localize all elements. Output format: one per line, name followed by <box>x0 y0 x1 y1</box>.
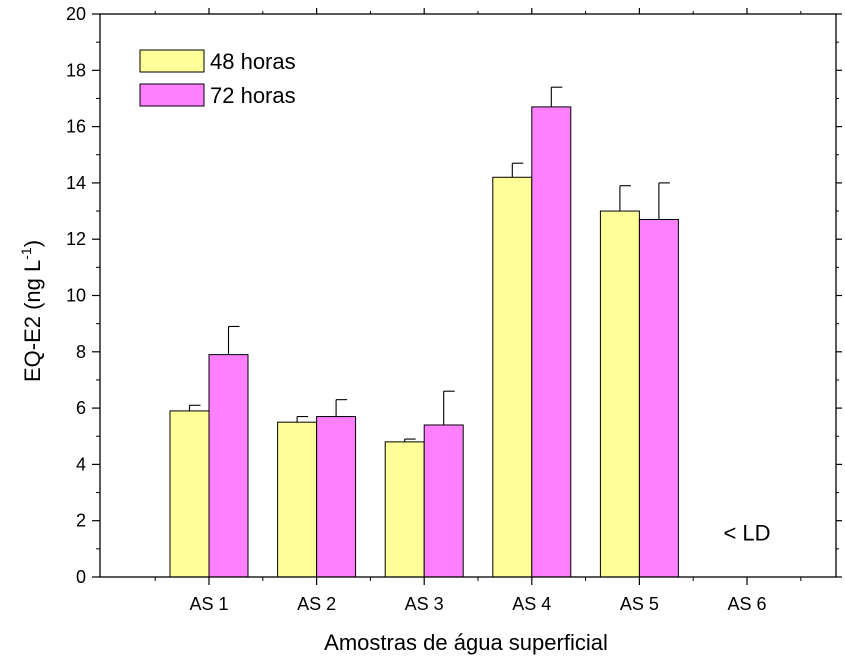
y-axis-title-suffix: ) <box>20 240 45 247</box>
y-tick-label: 4 <box>76 454 86 474</box>
y-tick-label: 14 <box>66 173 86 193</box>
y-tick-label: 0 <box>76 567 86 587</box>
x-tick-label: AS 3 <box>405 594 444 614</box>
legend: 48 horas 72 horas <box>139 49 296 108</box>
y-tick-label: 16 <box>66 117 86 137</box>
x-tick-label: AS 6 <box>727 594 766 614</box>
y-axis-title: EQ-E2 (ng L-1) <box>18 240 45 382</box>
y-tick-label: 20 <box>66 4 86 24</box>
y-tick-label: 8 <box>76 342 86 362</box>
x-tick-label: AS 5 <box>620 594 659 614</box>
legend-label-48h: 48 horas <box>210 49 296 74</box>
y-tick-label: 18 <box>66 60 86 80</box>
x-tick-label: AS 1 <box>189 594 228 614</box>
bar-72-horas-AS-3 <box>423 424 464 578</box>
error-bars-layer <box>188 86 670 442</box>
legend-swatch-72h <box>139 83 205 107</box>
y-tick-label: 12 <box>66 229 86 249</box>
bar-72-horas-AS-2 <box>316 416 357 578</box>
below-detection-limit-annotation: < LD <box>723 520 770 545</box>
legend-swatch-48h <box>139 49 205 73</box>
y-axis-title-text: EQ-E2 (ng L-1) <box>18 240 45 382</box>
x-axis-title-text: Amostras de água superficial <box>324 630 608 655</box>
legend-item-72h: 72 horas <box>139 83 296 108</box>
bar-48-horas-AS-4 <box>492 176 533 578</box>
bars-layer <box>169 106 679 578</box>
x-tick-label: AS 4 <box>512 594 551 614</box>
bar-48-horas-AS-3 <box>384 441 425 578</box>
bar-72-horas-AS-5 <box>638 218 679 578</box>
y-axis-title-superscript: -1 <box>18 247 34 260</box>
bar-48-horas-AS-5 <box>599 210 640 578</box>
y-tick-label: 2 <box>76 511 86 531</box>
bar-48-horas-AS-1 <box>169 410 210 578</box>
ticks-layer: 0 2 4 6 8 10 12 14 16 18 20 AS 1 AS 2 AS 3 AS 4 AS 5 AS … <box>66 4 842 614</box>
x-axis-title: Amostras de água superficial <box>324 630 608 655</box>
bar-72-horas-AS-4 <box>531 106 572 578</box>
bar-48-horas-AS-2 <box>277 421 318 578</box>
legend-label-72h: 72 horas <box>210 83 296 108</box>
y-tick-label: 10 <box>66 286 86 306</box>
y-tick-label: 6 <box>76 398 86 418</box>
legend-item-48h: 48 horas <box>139 49 296 74</box>
bar-72-horas-AS-1 <box>208 354 249 578</box>
x-tick-label: AS 2 <box>297 594 336 614</box>
y-axis-title-main: EQ-E2 (ng L <box>20 260 45 382</box>
